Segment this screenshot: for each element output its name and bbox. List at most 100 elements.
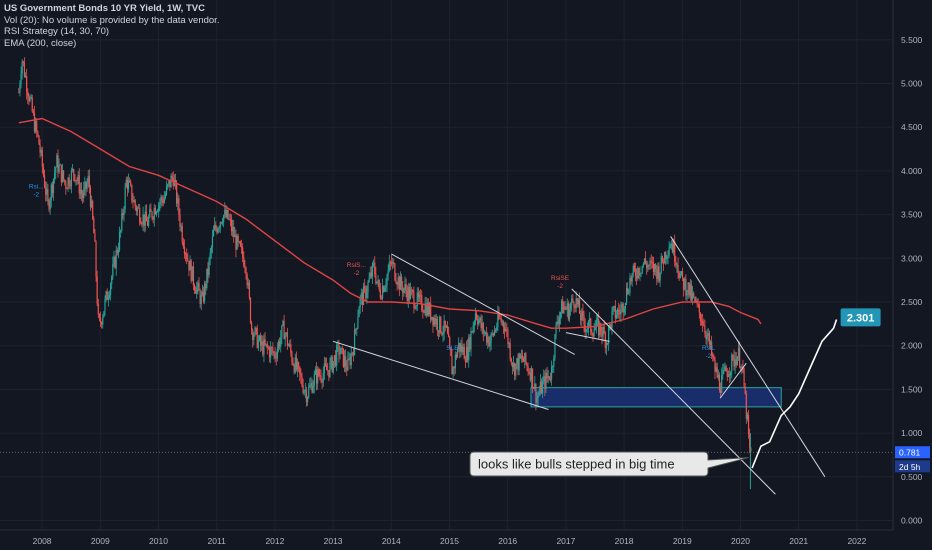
candle-body	[324, 363, 327, 366]
candle-body	[212, 230, 215, 237]
candle-body	[583, 315, 585, 326]
candle-body	[364, 286, 366, 288]
candle-body	[296, 362, 299, 370]
candle-body	[251, 322, 253, 331]
candle-body	[337, 344, 339, 346]
candle-body	[244, 266, 246, 268]
legend-ema: EMA (200, close)	[4, 37, 77, 49]
y-tick-label: 1.500	[901, 384, 923, 394]
candle-body	[40, 150, 42, 153]
signal-label: SLE	[446, 345, 459, 352]
candle-body	[223, 215, 225, 223]
candle-body	[388, 262, 390, 271]
candle-body	[491, 333, 493, 335]
candle-body	[409, 289, 412, 299]
candle-body	[606, 343, 609, 345]
candle-body	[509, 343, 511, 359]
candle-body	[691, 293, 694, 300]
candle-body	[508, 343, 510, 345]
candle-body	[365, 287, 367, 299]
candle-body	[510, 358, 512, 363]
y-tick-label: 3.000	[901, 253, 923, 263]
candle-body	[702, 321, 704, 326]
candle-body	[601, 331, 603, 337]
candle-body	[169, 180, 171, 188]
candle-body	[43, 175, 46, 188]
candle-body	[80, 189, 83, 194]
trendline	[571, 288, 776, 495]
x-axis[interactable]: 2008 2009 2010 2011 2012 2013 2014 2015 2016 2017…	[0, 529, 932, 550]
candle-body	[321, 380, 323, 383]
candle-body	[311, 383, 313, 393]
candle-body	[327, 370, 329, 371]
candle-body	[666, 256, 668, 260]
candle-body	[548, 376, 550, 380]
candle-body	[492, 333, 494, 336]
candle-body	[728, 374, 731, 376]
target-label-text: 2.301	[847, 312, 875, 324]
candle-body	[533, 387, 535, 389]
trendline	[565, 332, 610, 342]
candle-body	[176, 182, 178, 204]
candle-body	[275, 357, 277, 359]
candle-body	[243, 256, 245, 267]
candle-body	[271, 347, 273, 349]
y-axis[interactable]: 0.000 0.500 1.000 1.500 2.000 2.500 3.000 3.500…	[892, 0, 932, 550]
candle-body	[422, 310, 424, 313]
candle-body	[319, 375, 321, 377]
candle-body	[62, 170, 65, 180]
candle-body	[221, 222, 224, 224]
trendlines	[0, 236, 893, 495]
candle-body	[101, 322, 103, 325]
candle-body	[116, 250, 118, 254]
candle-body	[258, 335, 261, 341]
trendline	[719, 362, 747, 399]
candle-body	[108, 294, 111, 298]
candle-body	[676, 264, 678, 266]
legend-title: US Government Bonds 10 YR Yield, 1W, TVC	[4, 3, 205, 14]
candle-body	[380, 297, 383, 299]
candle-body	[211, 236, 214, 248]
candle-body	[279, 341, 281, 347]
candle-body	[697, 303, 699, 305]
candle-body	[52, 178, 55, 193]
candle-body	[143, 214, 145, 226]
candle-body	[521, 356, 524, 360]
candle-body	[292, 362, 294, 366]
candle-body	[651, 262, 653, 264]
candle-body	[152, 217, 154, 220]
candle-body	[153, 207, 155, 220]
candle-body	[668, 248, 670, 256]
candle-body	[224, 209, 226, 216]
candle-body	[444, 320, 446, 328]
y-tick-label: 5.500	[901, 35, 923, 45]
x-tick-label: 2009	[91, 536, 110, 546]
candle-body	[158, 204, 160, 212]
candle-body	[621, 303, 623, 309]
candle-body	[678, 272, 680, 278]
candle-body	[362, 286, 365, 305]
candle-body	[543, 376, 545, 382]
candle-body	[571, 298, 573, 305]
candle-body	[359, 297, 361, 308]
candle-body	[612, 307, 614, 312]
candle-body	[537, 395, 539, 399]
candle-body	[479, 317, 481, 321]
candle-body	[456, 348, 459, 358]
candle-body	[150, 208, 152, 212]
y-tick-label: 4.000	[901, 166, 923, 176]
signal-label: Rsi...	[29, 183, 44, 190]
candle-body	[56, 155, 58, 168]
candle-body	[218, 227, 220, 229]
candle-body	[245, 267, 247, 275]
candle-body	[589, 318, 591, 322]
candle-body	[650, 260, 652, 263]
candle-body	[458, 342, 460, 349]
candle-body	[183, 247, 186, 254]
candle-body	[431, 316, 433, 320]
candle-body	[519, 353, 521, 359]
